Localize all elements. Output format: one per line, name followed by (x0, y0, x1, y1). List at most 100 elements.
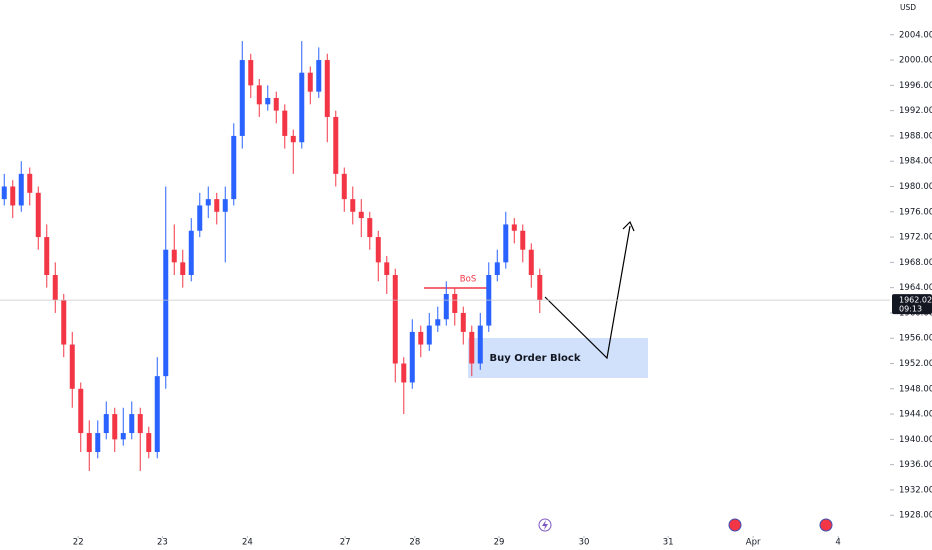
candle-body (477, 325, 483, 364)
projection-arrowhead (622, 220, 635, 232)
y-tick-label: 1980.00 (899, 182, 932, 192)
y-tick-label: 1944.00 (899, 410, 932, 420)
candle-body (316, 60, 322, 92)
candle-body (503, 224, 509, 263)
x-tick-label: 27 (340, 538, 351, 548)
y-tick-label: 1948.00 (899, 384, 932, 394)
y-tick-label: 1928.00 (899, 511, 932, 521)
candle-body (112, 414, 118, 440)
candle-body (401, 363, 407, 383)
candle-body (120, 433, 126, 440)
candle-body (452, 293, 458, 313)
y-tick-label: 1968.00 (899, 258, 932, 268)
candle-body (163, 249, 169, 377)
candle-body (44, 237, 50, 275)
candle-body (171, 249, 177, 263)
bos-label: BoS (460, 275, 476, 285)
candle-body (341, 173, 347, 200)
countdown-label: 09:13 (899, 305, 922, 314)
candle-body (299, 72, 305, 143)
y-tick-label: 1976.00 (899, 207, 932, 217)
candle-body (469, 331, 475, 364)
candle-body (188, 230, 194, 275)
x-tick-label: 24 (242, 538, 253, 548)
candle-body (137, 414, 143, 434)
candle-body (528, 249, 534, 275)
y-tick-label: 1972.00 (899, 233, 932, 243)
candle-body (205, 199, 211, 206)
x-tick-label: 28 (409, 538, 420, 548)
x-tick-label: 30 (579, 538, 590, 548)
candle-body (307, 72, 313, 92)
candle-body (78, 388, 84, 434)
currency-label: USD (900, 3, 916, 12)
candle-body (256, 85, 262, 105)
candle-body (10, 186, 16, 206)
candle-body (146, 433, 152, 453)
y-tick-label: 1936.00 (899, 460, 932, 470)
candle-body (86, 433, 92, 453)
y-tick-label: 1996.00 (899, 81, 932, 91)
candle-body (290, 135, 296, 143)
candle-body (231, 135, 237, 200)
candle-body (180, 262, 186, 275)
candle-body (375, 237, 381, 263)
y-tick-label: 1952.00 (899, 359, 932, 369)
candle-body (418, 331, 424, 345)
candle-body (69, 344, 75, 389)
y-tick-label: 1984.00 (899, 157, 932, 167)
candle-body (239, 60, 245, 136)
x-tick-label: 4 (835, 538, 840, 548)
y-tick-label: 1956.00 (899, 334, 932, 344)
event-icon[interactable] (728, 518, 742, 532)
event-icon[interactable] (819, 518, 833, 532)
last-price-tag (892, 294, 932, 315)
candle-body (222, 199, 228, 212)
y-tick-label: 1932.00 (899, 485, 932, 495)
candle-body (511, 224, 517, 231)
candle-body (1, 186, 7, 200)
order-block-zone (468, 338, 648, 378)
candle-body (520, 230, 526, 250)
x-tick-label: 29 (494, 538, 505, 548)
x-tick-label: Apr (746, 538, 761, 548)
candle-body (443, 293, 449, 320)
y-tick-label: 1988.00 (899, 131, 932, 141)
projection-path (544, 225, 631, 360)
candle-body (537, 275, 543, 301)
y-tick-label: 2004.00 (899, 30, 932, 40)
candle-body (273, 97, 279, 111)
order-block-label: Buy Order Block (489, 353, 580, 364)
candle-body (129, 414, 135, 434)
candle-body (35, 192, 41, 238)
candle-body (494, 262, 500, 275)
candle-body (52, 275, 58, 301)
candle-body (27, 173, 33, 193)
candle-body (214, 199, 220, 212)
candle-body (18, 173, 24, 206)
candle-body (358, 211, 364, 219)
y-tick-label: 1964.00 (899, 283, 932, 293)
candle-body (265, 97, 271, 105)
x-tick-label: 31 (663, 538, 674, 548)
x-tick-label: 23 (157, 538, 168, 548)
candle-body (460, 312, 466, 332)
y-tick-label: 1940.00 (899, 435, 932, 445)
candle-body (154, 376, 160, 453)
candle-body (384, 262, 390, 275)
candle-body (409, 331, 415, 383)
candles (1, 41, 543, 471)
candle-body (350, 199, 356, 212)
candle-body (61, 300, 67, 345)
candle-body (324, 60, 330, 117)
candle-body (392, 275, 398, 364)
candle-body (95, 433, 101, 453)
candle-body (282, 110, 288, 136)
event-icon-bolt (542, 520, 548, 530)
y-tick-label: 1992.00 (899, 106, 932, 116)
candle-body (333, 116, 339, 174)
y-tick-label: 2000.00 (899, 56, 932, 66)
candle-body (367, 218, 373, 238)
